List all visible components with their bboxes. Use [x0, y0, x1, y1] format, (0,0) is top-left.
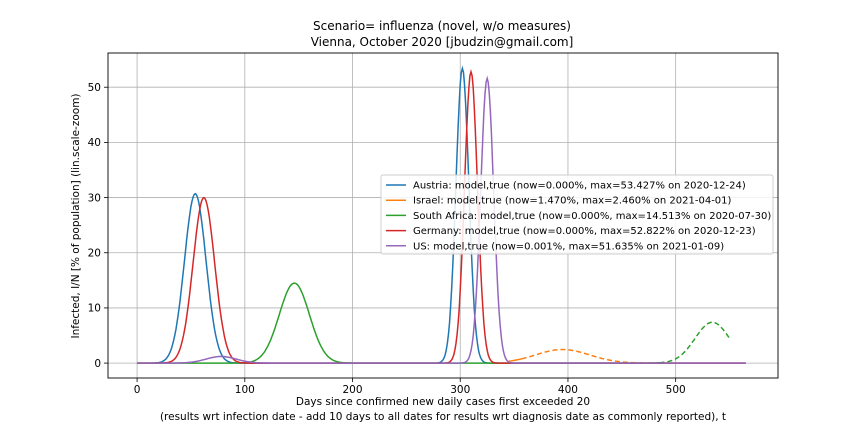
y-tick-label: 30 [88, 192, 101, 204]
x-tick-label: 300 [450, 384, 470, 396]
x-tick-label: 400 [558, 384, 578, 396]
x-tick-label: 100 [235, 384, 255, 396]
axes-frame [107, 52, 779, 379]
legend-label: US: model,true (now=0.001%, max=51.635% … [413, 241, 724, 252]
legend: Austria: model,true (now=0.000%, max=53.… [380, 174, 774, 255]
x-tick-label: 0 [134, 384, 141, 396]
series-line-dashed-2 [659, 321, 731, 364]
legend-label: Austria: model,true (now=0.000%, max=53.… [413, 181, 746, 192]
legend-label: South Africa: model,true (now=0.000%, ma… [413, 211, 771, 222]
y-tick-label: 10 [88, 303, 101, 315]
y-tick-label: 20 [88, 248, 101, 260]
x-ticks: 0 100 200 300 400 500 [134, 378, 686, 396]
y-axis-label: Infected, I/N [% of population] (lin.sca… [70, 93, 82, 338]
series-lines [137, 65, 746, 364]
x-axis-label: Days since confirmed new daily cases fir… [296, 396, 590, 408]
legend-label: Israel: model,true (now=1.470%, max=2.46… [413, 196, 732, 207]
chart-title: Scenario= influenza (novel, w/o measures… [313, 19, 571, 33]
y-tick-label: 40 [88, 137, 101, 149]
y-tick-label: 0 [94, 358, 101, 370]
legend-label: Germany: model,true (now=0.000%, max=52.… [413, 226, 756, 237]
y-tick-label: 50 [88, 82, 101, 94]
x-tick-label: 500 [666, 384, 686, 396]
chart-subtitle: Vienna, October 2020 [jbudzin@gmail.com] [311, 35, 574, 49]
series-line-1 [508, 358, 522, 363]
legend-frame [380, 174, 774, 255]
series-line-dashed-1 [521, 348, 746, 364]
y-ticks: 0 10 20 30 40 50 [88, 82, 108, 370]
x-axis-label-note: (results wrt infection date - add 10 day… [160, 411, 726, 423]
x-tick-label: 200 [342, 384, 362, 396]
series-line-4 [137, 75, 746, 364]
series-line-2 [137, 282, 660, 364]
